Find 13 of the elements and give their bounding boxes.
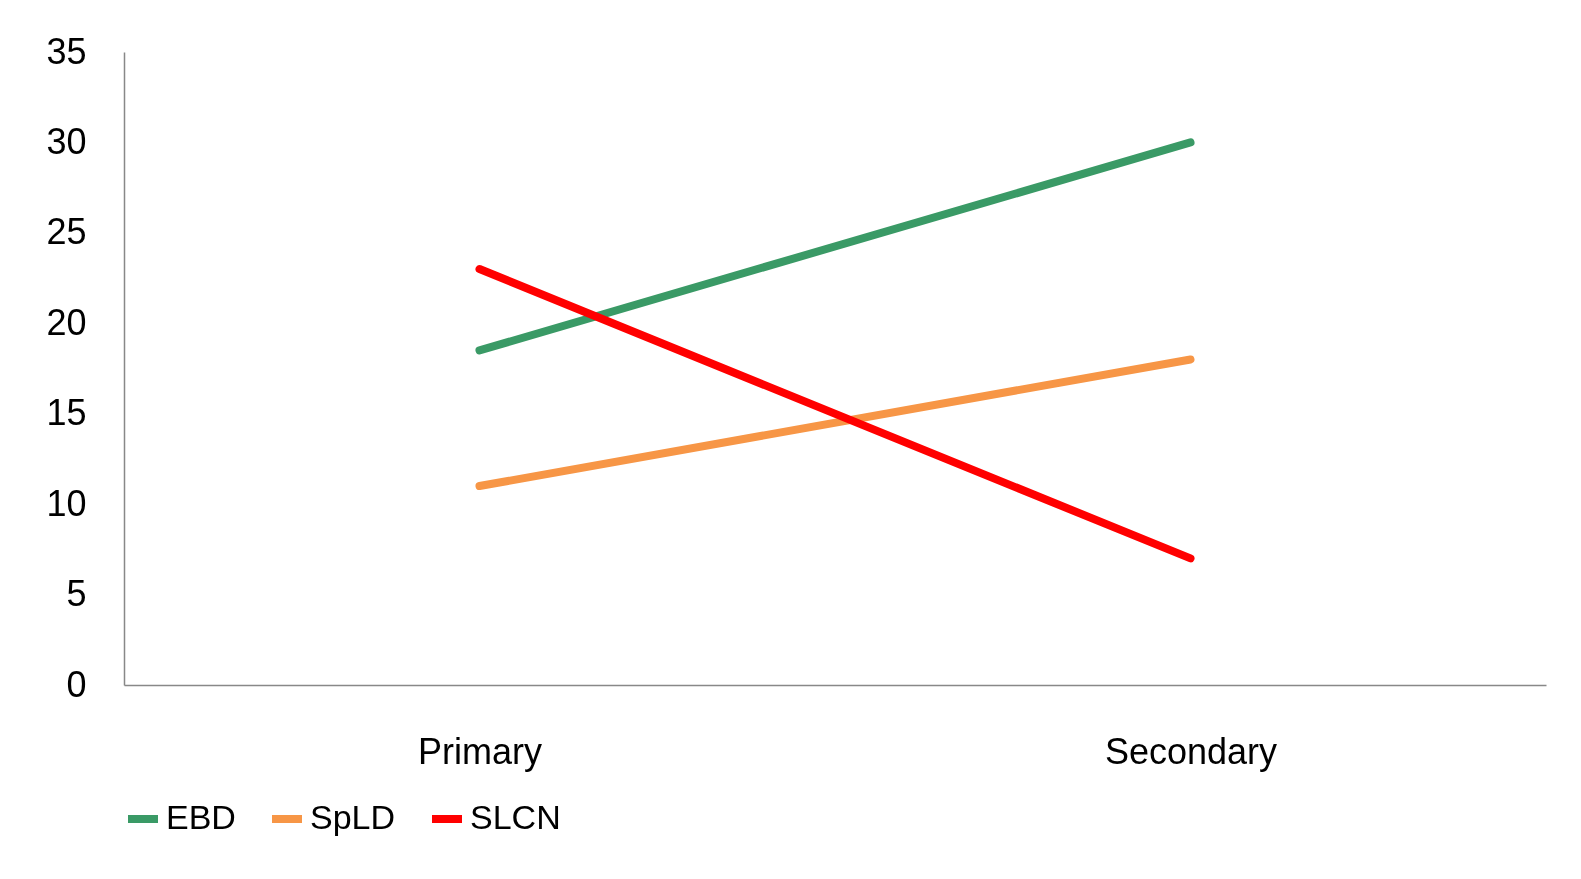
y-tick-label: 25 [46,211,87,253]
legend-label: EBD [166,798,236,836]
y-tick-label: 15 [46,392,87,434]
y-tick-label: 20 [46,301,87,343]
y-tick-label: 10 [46,482,87,524]
legend-label: SLCN [470,798,561,836]
y-tick-label: 5 [66,573,87,615]
y-tick-label: 35 [46,30,87,72]
x-tick-label: Secondary [1104,730,1278,772]
y-tick-label: 0 [66,663,87,705]
y-tick-label: 30 [46,120,87,162]
x-tick-label: Primary [418,730,542,772]
legend-label: SpLD [310,798,396,836]
